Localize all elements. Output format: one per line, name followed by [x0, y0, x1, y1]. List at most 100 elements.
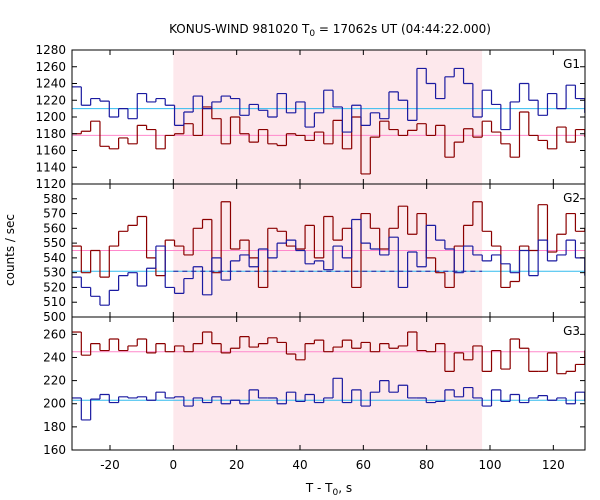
data-step: [295, 101, 306, 113]
data-step: [90, 97, 100, 106]
data-step: [267, 129, 278, 145]
data-step: [108, 394, 119, 404]
data-step: [192, 343, 203, 352]
data-step: [267, 337, 278, 344]
data-step: [434, 400, 445, 403]
data-step: [360, 389, 371, 407]
data-step: [397, 345, 408, 349]
data-step: [118, 396, 128, 403]
x-tick-label: 100: [479, 458, 502, 472]
data-step: [257, 104, 268, 111]
data-step: [173, 105, 184, 126]
data-step: [444, 389, 455, 402]
data-step: [594, 96, 600, 113]
data-step: [304, 135, 315, 142]
data-step: [594, 228, 600, 269]
data-step: [99, 393, 110, 400]
data-step: [481, 397, 492, 407]
data-step: [248, 133, 259, 143]
x-tick-label: 60: [356, 458, 371, 472]
y-tick-label: 570: [43, 207, 66, 221]
data-step: [528, 397, 539, 403]
data-step: [472, 345, 483, 360]
x-axis-label-subscript: 0: [333, 488, 339, 498]
x-axis-label-suffix: , s: [338, 481, 352, 495]
data-step: [229, 260, 240, 281]
y-tick-label: 550: [43, 236, 66, 250]
data-step: [211, 396, 222, 403]
data-step: [173, 287, 184, 294]
y-tick-label: 520: [43, 280, 66, 294]
data-step: [192, 227, 203, 255]
data-step: [276, 397, 287, 405]
x-tick-label: 20: [229, 458, 244, 472]
data-step: [584, 227, 585, 232]
data-step: [276, 242, 287, 258]
data-step: [425, 68, 436, 85]
data-step: [574, 363, 585, 372]
panel-g2: [72, 184, 600, 317]
data-step: [416, 123, 427, 131]
data-step: [201, 96, 212, 110]
data-step: [155, 245, 166, 269]
series-high_curve: [72, 106, 585, 175]
data-step: [201, 106, 212, 136]
data-step: [155, 129, 166, 150]
data-step: [136, 396, 147, 398]
data-step: [145, 93, 156, 103]
data-step: [584, 349, 585, 365]
data-step: [332, 90, 343, 108]
x-tick-label: 80: [419, 458, 434, 472]
data-step: [481, 89, 492, 117]
data-step: [472, 83, 483, 118]
data-step: [407, 129, 417, 136]
data-step: [518, 245, 529, 282]
axes-layer: 112011401160118012001220124012601280G150…: [35, 43, 586, 472]
data-step: [462, 128, 473, 143]
data-step: [584, 129, 585, 138]
data-step: [257, 389, 268, 399]
data-step: [528, 111, 539, 137]
data-step: [341, 227, 352, 241]
data-step: [164, 134, 175, 149]
data-step: [379, 120, 389, 138]
data-step: [556, 93, 567, 110]
data-step: [388, 121, 399, 131]
shaded-interval: [173, 317, 483, 450]
data-step: [90, 249, 100, 273]
data-step: [490, 389, 501, 407]
data-step: [434, 225, 445, 241]
data-step: [173, 133, 184, 136]
data-step: [546, 240, 557, 262]
panel-g3: [72, 317, 585, 450]
data-step: [537, 395, 548, 398]
data-step: [407, 206, 417, 235]
data-step: [145, 338, 156, 354]
data-step: [323, 397, 334, 403]
panel-frame-g3: [71, 316, 586, 451]
data-step: [127, 345, 138, 351]
data-step: [388, 380, 399, 393]
data-step: [453, 249, 464, 274]
data-step: [201, 397, 212, 404]
data-step: [472, 201, 483, 226]
data-step: [127, 224, 138, 232]
data-step: [397, 205, 408, 229]
data-step: [220, 257, 231, 281]
y-tick-label: 580: [43, 192, 66, 206]
data-step: [192, 266, 203, 279]
data-step: [574, 85, 585, 100]
data-step: [369, 213, 380, 229]
data-step: [537, 135, 548, 142]
data-step: [556, 126, 567, 149]
data-step: [565, 370, 576, 374]
data-step: [276, 228, 287, 232]
data-step: [332, 346, 343, 352]
data-step: [528, 83, 539, 101]
data-step: [518, 249, 529, 273]
data-step: [136, 215, 147, 226]
data-step: [462, 224, 473, 247]
data-step: [192, 95, 203, 112]
data-step: [173, 240, 184, 247]
